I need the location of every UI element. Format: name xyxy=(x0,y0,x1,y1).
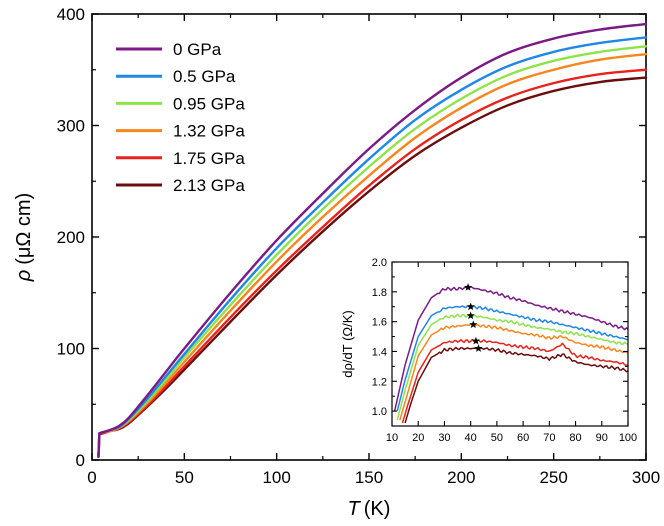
main-x-tick-label: 150 xyxy=(355,468,383,487)
legend-label-0-5-gpa: 0.5 GPa xyxy=(173,67,236,86)
inset-y-tick-label: 1.2 xyxy=(372,376,387,388)
main-x-tick-label: 100 xyxy=(262,468,290,487)
main-x-tick-label: 200 xyxy=(447,468,475,487)
inset-peak-star-0-95-gpa xyxy=(466,311,475,320)
inset-x-tick-label: 30 xyxy=(438,432,450,444)
main-panel: 0 50 100 150 200 250 300 0 100 200 300 400 0 GPa 0.5… xyxy=(13,5,660,520)
inset-background xyxy=(392,262,628,426)
main-x-axis-symbol: T xyxy=(348,498,362,520)
inset-y-tick-label: 1.6 xyxy=(372,317,387,329)
main-x-tick-label: 250 xyxy=(539,468,567,487)
main-y-axis-title: ρ (μΩ cm) xyxy=(13,193,35,282)
inset-series-line-2-13-gpa xyxy=(404,346,628,424)
main-y-axis-symbol: ρ xyxy=(13,270,35,282)
main-y-tick-label: 0 xyxy=(76,451,85,470)
main-x-tick-label: 50 xyxy=(175,468,194,487)
inset-peak-star-1-32-gpa xyxy=(469,320,478,329)
inset-x-tick-label: 20 xyxy=(412,432,424,444)
inset-x-tick-label: 80 xyxy=(569,432,581,444)
inset-panel: 10 20 30 40 50 60 70 80 90 1001.01.21.41.61.82.0 … xyxy=(340,257,637,444)
inset-x-tick-label: 60 xyxy=(517,432,529,444)
main-series-lines xyxy=(97,22,648,458)
series-line-0-gpa xyxy=(97,22,648,458)
inset-x-tick-label: 70 xyxy=(543,432,555,444)
inset-series-line-0-95-gpa xyxy=(396,313,628,421)
main-y-tick-label: 400 xyxy=(57,5,85,24)
main-y-tick-label: 100 xyxy=(57,340,85,359)
legend-label-1-75-gpa: 1.75 GPa xyxy=(173,149,245,168)
inset-y-axis-title: dρ/dT (Ω/K) xyxy=(340,310,355,377)
inset-y-tick-label: 1.8 xyxy=(372,287,387,299)
inset-plot-frame xyxy=(391,261,629,427)
legend-label-1-32-gpa: 1.32 GPa xyxy=(173,122,245,141)
main-x-axis-unit: (K) xyxy=(364,498,391,520)
inset-x-tick-label: 100 xyxy=(619,432,637,444)
inset-axis-ticks: 10 20 30 40 50 60 70 80 90 100 1.0 1.2 1.4 1.6 1.8 2.0 xyxy=(372,257,637,444)
inset-y-tick-label: 1.0 xyxy=(372,406,387,418)
inset-x-tick-label: 90 xyxy=(596,432,608,444)
inset-series-lines xyxy=(393,286,628,424)
inset-series-line-1-32-gpa xyxy=(399,323,628,421)
inset-x-tick-label: 40 xyxy=(465,432,477,444)
inset-peak-markers xyxy=(464,283,483,352)
inset-peak-star-1-75-gpa xyxy=(471,336,480,345)
inset-series-line-1-75-gpa xyxy=(401,338,628,424)
main-x-tick-label: 0 xyxy=(87,468,96,487)
inset-y-tick-label: 2.0 xyxy=(372,257,387,269)
inset-peak-star-0-gpa xyxy=(464,283,473,291)
inset-x-tick-label: 50 xyxy=(491,432,503,444)
main-x-axis-title: T (K) xyxy=(348,498,391,520)
legend: 0 GPa 0.5 GPa 0.95 GPa 1.32 GPa 1.75 GPa 2.13… xyxy=(116,40,245,195)
main-y-tick-label: 300 xyxy=(57,117,85,136)
legend-label-0-gpa: 0 GPa xyxy=(173,40,222,59)
main-x-tick-label: 300 xyxy=(632,468,660,487)
inset-y-tick-label: 1.4 xyxy=(372,346,387,358)
main-y-axis-unit: (μΩ cm) xyxy=(13,193,35,265)
inset-peak-star-0-5-gpa xyxy=(466,302,475,311)
inset-series-line-0-gpa xyxy=(393,286,628,412)
legend-label-2-13-gpa: 2.13 GPa xyxy=(173,176,245,195)
legend-label-0-95-gpa: 0.95 GPa xyxy=(173,94,245,113)
inset-x-tick-label: 10 xyxy=(386,432,398,444)
main-axis-ticks: 0 50 100 150 200 250 300 0 100 200 300 400 xyxy=(57,5,661,487)
inset-peak-star-2-13-gpa xyxy=(474,344,483,352)
inset-series-line-0-5-gpa xyxy=(396,305,628,412)
main-y-tick-label: 200 xyxy=(57,228,85,247)
